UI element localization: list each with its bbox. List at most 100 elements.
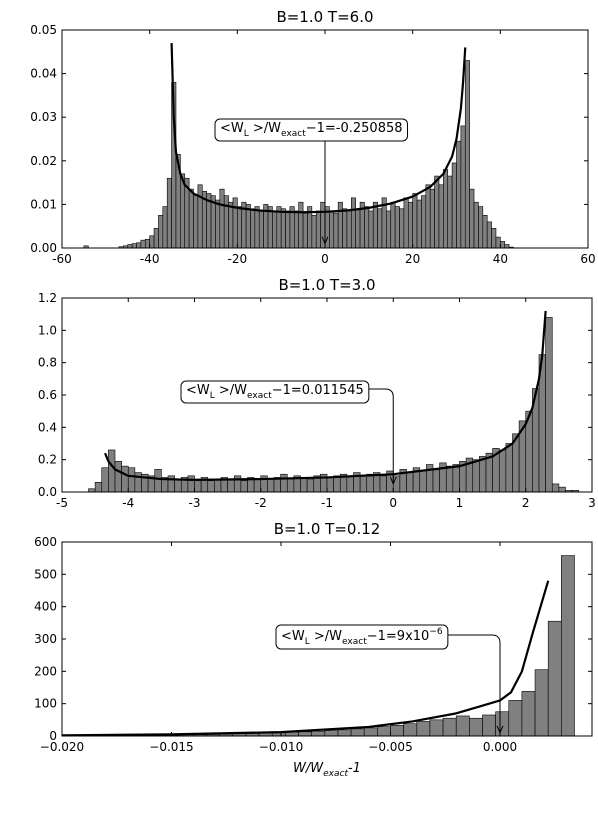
bar bbox=[228, 201, 234, 249]
bar bbox=[479, 456, 487, 493]
bar bbox=[508, 700, 523, 737]
bar bbox=[245, 204, 251, 249]
text-part: exact bbox=[247, 391, 272, 401]
bar bbox=[443, 169, 449, 249]
bar bbox=[298, 731, 312, 737]
bar bbox=[425, 184, 431, 249]
bar bbox=[121, 465, 129, 493]
bar bbox=[416, 721, 431, 737]
annotation: <WL >/Wexact−1=9x10−6 bbox=[281, 627, 443, 647]
bar bbox=[337, 201, 343, 249]
bar bbox=[491, 228, 497, 249]
bar bbox=[545, 317, 553, 493]
bar bbox=[324, 730, 339, 737]
annotation-arrow bbox=[368, 388, 394, 484]
bar bbox=[403, 723, 418, 737]
bar bbox=[355, 208, 361, 249]
bar bbox=[372, 201, 378, 249]
bar bbox=[127, 244, 133, 249]
bar bbox=[144, 238, 150, 249]
bar bbox=[258, 210, 264, 249]
text-part: W/W bbox=[293, 761, 324, 776]
bar bbox=[534, 669, 549, 737]
bar bbox=[342, 208, 348, 249]
text-part: L bbox=[210, 391, 215, 401]
x-tick-label: -1 bbox=[321, 496, 333, 510]
bar bbox=[472, 459, 480, 493]
bar bbox=[390, 725, 404, 737]
bar bbox=[500, 241, 506, 249]
panel: B=1.0 T=6.0 -60 -40 -20 0 20 40 60 0.00 0.01 0.02 0… bbox=[30, 8, 595, 266]
bar bbox=[486, 221, 492, 249]
text-part: -1 bbox=[348, 761, 361, 776]
bar bbox=[350, 728, 365, 737]
panel: B=1.0 T=3.0 -5 -4 -3 -2 -1 0 1 2 3 0.0 0.2 0.4 0.6 0.8… bbox=[38, 276, 596, 510]
x-tick-label: -60 bbox=[52, 252, 72, 266]
bar bbox=[456, 140, 462, 249]
bar bbox=[153, 228, 159, 249]
chart-title: B=1.0 T=0.12 bbox=[274, 520, 381, 538]
bar bbox=[101, 467, 109, 493]
y-tick-label: 1.2 bbox=[38, 291, 57, 305]
y-tick-label: 1.0 bbox=[38, 323, 57, 337]
bar bbox=[482, 714, 496, 737]
bar bbox=[364, 206, 370, 249]
chart-title: B=1.0 T=6.0 bbox=[276, 8, 373, 26]
y-tick-label: 0.0 bbox=[38, 485, 57, 499]
bar bbox=[131, 243, 137, 249]
bar bbox=[419, 470, 427, 493]
y-tick-label: 0.05 bbox=[30, 23, 57, 37]
bar bbox=[187, 475, 195, 493]
bar bbox=[558, 486, 566, 493]
bar bbox=[368, 210, 374, 249]
annotation: <WL >/Wexact−1=0.011545 bbox=[186, 383, 364, 401]
bar bbox=[114, 460, 122, 493]
bar bbox=[478, 206, 484, 249]
arrow-head bbox=[496, 725, 504, 735]
bar bbox=[495, 236, 501, 249]
panel: B=1.0 T=0.12 −0.020 −0.015 −0.010 −0.005 0.00… bbox=[34, 520, 593, 779]
bar bbox=[403, 197, 409, 249]
y-tick-label: 0.03 bbox=[30, 110, 57, 124]
bar bbox=[379, 475, 387, 493]
bar bbox=[253, 478, 262, 493]
bar bbox=[429, 719, 444, 737]
bar bbox=[504, 244, 510, 249]
text-part: >/W bbox=[310, 629, 342, 644]
bar bbox=[214, 478, 222, 493]
text-part: −1=0.011545 bbox=[272, 383, 364, 398]
bar bbox=[188, 188, 194, 249]
bar bbox=[272, 210, 278, 249]
bar bbox=[108, 449, 116, 493]
bar bbox=[350, 197, 356, 249]
bar bbox=[399, 208, 405, 249]
bar bbox=[158, 215, 164, 249]
x-tick-label: 20 bbox=[405, 252, 420, 266]
text-part: −6 bbox=[429, 627, 443, 637]
bar bbox=[298, 201, 304, 249]
bar bbox=[154, 469, 162, 493]
x-tick-label: 40 bbox=[493, 252, 508, 266]
text-part: >/W bbox=[249, 121, 281, 136]
bar bbox=[473, 201, 479, 249]
text-part: <W bbox=[186, 383, 210, 398]
text-part: L bbox=[305, 637, 310, 647]
text-part: −1 bbox=[367, 629, 386, 644]
text-part: −1=-0.250858 bbox=[306, 121, 403, 136]
bar bbox=[498, 449, 507, 493]
y-tick-label: 0 bbox=[49, 729, 57, 743]
bar bbox=[346, 210, 352, 249]
fit-curve bbox=[61, 580, 550, 737]
bar bbox=[432, 469, 440, 493]
bar bbox=[337, 729, 352, 737]
x-tick-label: -3 bbox=[189, 496, 201, 510]
x-tick-label: -20 bbox=[228, 252, 248, 266]
bar bbox=[359, 475, 368, 493]
x-tick-label: 3 bbox=[588, 496, 596, 510]
y-tick-label: 200 bbox=[34, 664, 57, 678]
bar bbox=[561, 555, 575, 737]
bar bbox=[127, 467, 136, 493]
bar bbox=[94, 481, 103, 493]
bar bbox=[237, 206, 243, 249]
